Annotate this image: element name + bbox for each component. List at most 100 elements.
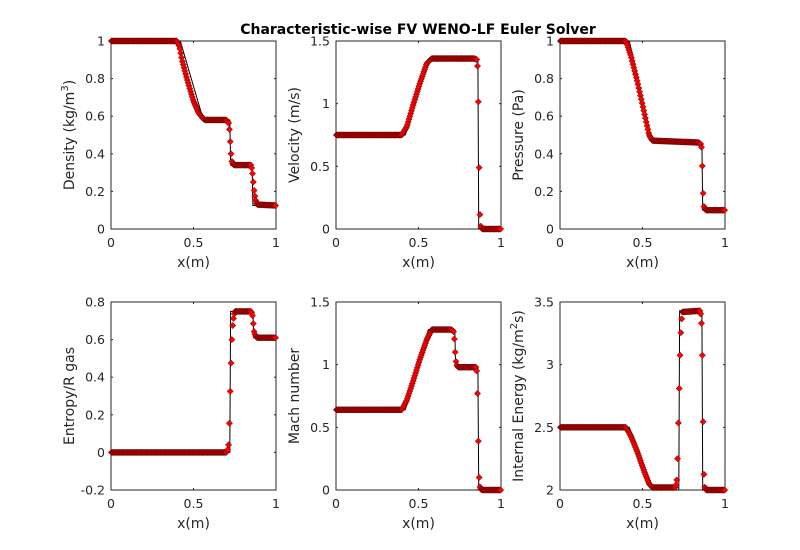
y-tick-label: 0.2 xyxy=(85,407,105,422)
y-tick-label: 0 xyxy=(322,222,330,237)
y-tick-label: 0 xyxy=(546,222,554,237)
data-point xyxy=(697,310,705,318)
numerical-solution-markers xyxy=(556,307,729,494)
data-point xyxy=(676,351,684,359)
x-tick-label: 0.5 xyxy=(409,496,429,511)
data-point xyxy=(497,225,505,233)
data-point xyxy=(225,419,233,427)
numerical-solution-markers xyxy=(332,55,505,233)
y-tick-label: 0.5 xyxy=(310,420,330,435)
y-axis-label-text: s) xyxy=(511,310,527,323)
subplot-4: 0 0.5 1-0.200.20.40.60.8x(m)Entropy/R gas xyxy=(62,295,280,533)
subplot-2: 0 0.5 1 0 0.5 1 1.5 x(m) Velocity (m/s) xyxy=(287,34,505,272)
x-axis-label: x(m) xyxy=(402,255,435,271)
y-tick-label: 0 xyxy=(322,483,330,498)
y-tick-label: 0.5 xyxy=(310,159,330,174)
figure-title: Characteristic-wise FV WENO-LF Euler Sol… xyxy=(240,22,596,38)
y-axis-label-superscript: 2 xyxy=(509,323,520,329)
data-point xyxy=(699,189,707,197)
y-tick-label: 0.6 xyxy=(85,109,105,124)
x-tick-label: 0.5 xyxy=(409,235,429,250)
data-point xyxy=(230,315,237,322)
plot-marks xyxy=(556,307,729,494)
x-axis-label: x(m) xyxy=(626,255,659,271)
data-point xyxy=(249,320,257,328)
data-point xyxy=(497,486,505,494)
y-axis-label: Internal Energy (kg/m2s) xyxy=(509,310,527,482)
y-tick-label: 0.4 xyxy=(85,146,105,161)
data-point xyxy=(698,143,705,151)
data-point xyxy=(698,351,706,359)
numerical-solution-markers xyxy=(107,37,280,209)
data-point xyxy=(272,202,280,209)
data-point xyxy=(475,474,483,481)
data-point xyxy=(450,335,458,343)
y-tick-label: 0.8 xyxy=(85,295,105,310)
y-tick-label: 1 xyxy=(546,34,554,49)
y-tick-label: 0.6 xyxy=(534,109,554,124)
data-point xyxy=(474,62,481,70)
y-tick-label: 1 xyxy=(322,96,330,111)
data-point xyxy=(698,319,705,327)
numerical-solution-markers xyxy=(556,37,729,214)
x-tick-label: 1 xyxy=(721,235,729,250)
x-tick-label: 0.5 xyxy=(184,496,204,511)
plot-marks xyxy=(556,37,729,214)
data-point xyxy=(227,359,235,367)
plot-marks xyxy=(107,307,280,456)
data-point xyxy=(451,348,459,356)
x-axis-label: x(m) xyxy=(177,516,210,532)
numerical-solution-markers xyxy=(107,307,280,456)
y-axis-label: Entropy/R gas xyxy=(62,347,78,445)
y-tick-label: 3.5 xyxy=(534,295,554,310)
subplot-6: 0 0.5 122.533.5x(m)Internal Energy (kg/m2s… xyxy=(509,295,729,533)
data-point xyxy=(476,211,484,219)
y-tick-label: 0.2 xyxy=(534,184,554,199)
data-point xyxy=(228,336,236,344)
x-tick-label: 0 xyxy=(332,235,340,250)
data-point xyxy=(473,367,481,375)
plot-marks xyxy=(107,37,280,209)
y-tick-label: 0.2 xyxy=(85,184,105,199)
y-tick-label: 3 xyxy=(546,357,554,372)
data-point xyxy=(226,138,234,146)
x-axis-label: x(m) xyxy=(626,516,659,532)
data-point xyxy=(672,481,680,489)
x-tick-label: 1 xyxy=(272,496,280,511)
data-point xyxy=(678,315,686,323)
data-point xyxy=(229,322,237,329)
x-axis-label: x(m) xyxy=(402,516,435,532)
y-tick-label: 0.4 xyxy=(85,370,105,385)
y-tick-label: 1 xyxy=(97,34,105,49)
y-tick-label: 2.5 xyxy=(534,420,554,435)
data-point xyxy=(224,446,232,454)
y-axis-label-superscript: 3 xyxy=(60,85,71,91)
data-point xyxy=(450,328,458,336)
y-axis-label-text: Density (kg/m xyxy=(62,92,78,191)
subplot-5: 0 0.5 1 0 0.5 1 1.5 x(m) Mach number xyxy=(287,295,505,533)
x-tick-label: 1 xyxy=(497,235,505,250)
y-axis-label: Density (kg/m3) xyxy=(60,80,78,190)
x-tick-label: 0 xyxy=(556,496,564,511)
data-point xyxy=(225,119,233,127)
y-tick-label: 0 xyxy=(97,222,105,237)
y-tick-label: 2 xyxy=(546,483,554,498)
x-tick-label: 0.5 xyxy=(633,496,653,511)
x-tick-label: 0 xyxy=(107,235,115,250)
data-point xyxy=(474,98,482,106)
data-point xyxy=(227,150,235,158)
x-tick-label: 0.5 xyxy=(184,235,204,250)
subplot-grid: 0 0.5 100.20.40.60.81x(m)Density (kg/m3)0 0… xyxy=(60,34,729,533)
data-point xyxy=(475,164,483,172)
y-axis-label: Velocity (m/s) xyxy=(287,87,303,183)
x-tick-label: 0 xyxy=(107,496,115,511)
subplot-1: 0 0.5 1 0 0.2 0.4 0.6 0.8 1 x(m) Density (kg/m3) xyxy=(60,34,280,272)
data-point xyxy=(226,387,234,395)
data-point xyxy=(473,56,481,64)
y-axis-label-text: Internal Energy (kg/m xyxy=(511,329,527,482)
data-point xyxy=(249,170,256,177)
axes-box xyxy=(110,40,277,230)
y-tick-label: 0.4 xyxy=(534,146,554,161)
data-point xyxy=(677,329,685,337)
